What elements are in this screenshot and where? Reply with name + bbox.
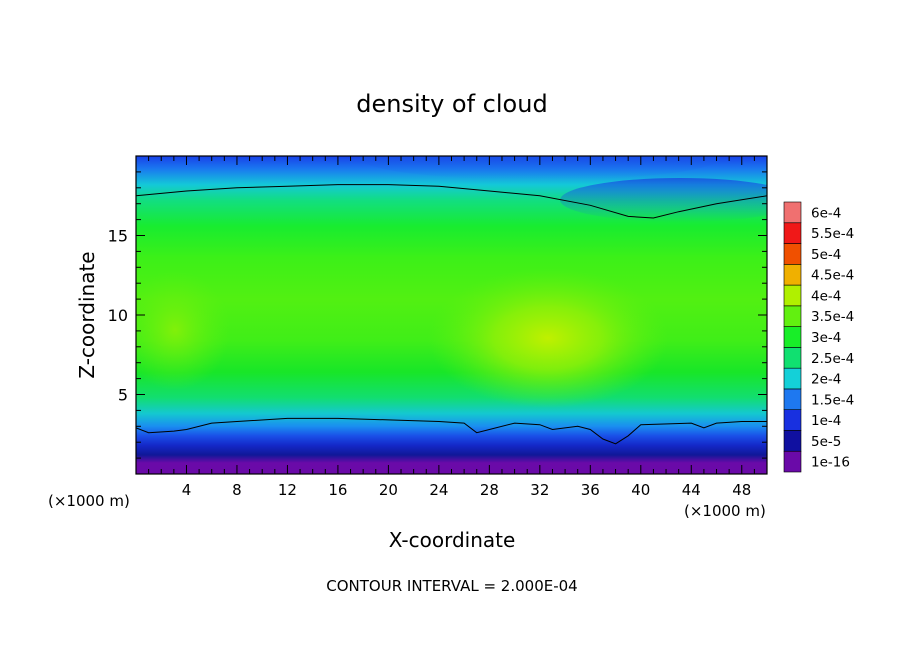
colorbar-label: 4e-4 [811,288,841,304]
colorbar: 1e-16 5e-5 1e-4 1.5e-4 2e-4 2.5e-4 3e-4 3.5e-4 4… [783,201,854,473]
contour-lines [136,184,767,445]
colorbar-swatch [783,409,802,431]
heatmap-secondary-region [136,270,230,390]
colorbar-swatch [783,430,802,452]
x-tick-label: 48 [732,481,751,499]
x-tick-label: 24 [429,481,448,499]
contour-line-1 [136,417,767,445]
x-tick-label: 20 [379,481,398,499]
x-tick-label: 4 [182,481,192,499]
chart-title: density of cloud [356,90,547,118]
colorbar-label: 5e-5 [811,434,841,450]
colorbar-swatch [783,284,802,307]
y-tick-label: 5 [118,386,128,405]
colorbar-label: 5e-4 [811,247,841,263]
contour-interval-note: CONTOUR INTERVAL = 2.000E-04 [326,577,577,595]
heatmap-peak-region [428,268,668,408]
y-tick-label: 10 [108,306,128,325]
x-tick-label: 16 [328,481,347,499]
colorbar-label: 2.5e-4 [811,351,854,367]
colorbar-label: 1e-16 [811,455,850,471]
colorbar-swatch [783,222,802,244]
heatmap-top-dip [360,156,720,180]
colorbar-swatch [783,367,802,390]
x-tick-label: 36 [581,481,600,499]
colorbar-label: 2e-4 [811,372,841,388]
colorbar-swatch [783,201,802,224]
x-tick-label: 12 [278,481,297,499]
colorbar-label: 3.5e-4 [811,309,854,325]
colorbar-label: 1e-4 [811,413,841,429]
colorbar-swatch [783,243,802,265]
plot-area [136,156,767,474]
y-tick-label: 15 [108,227,128,246]
colorbar-label: 6e-4 [811,205,841,221]
x-tick-label: 40 [631,481,650,499]
colorbar-label: 3e-4 [811,330,841,346]
colorbar-swatch [783,326,802,348]
colorbar-label: 4.5e-4 [811,268,854,284]
colorbar-swatch [783,347,802,369]
x-axis-label: X-coordinate [389,528,516,552]
contour-line-0 [136,184,767,219]
x-tick-label: 8 [232,481,242,499]
x-tick-label: 28 [480,481,499,499]
x-unit-label-left: (×1000 m) [48,492,130,510]
heatmap-right-dip [560,178,767,222]
colorbar-label: 5.5e-4 [811,226,854,242]
colorbar-swatch [783,388,802,410]
colorbar-label: 1.5e-4 [811,392,854,408]
x-unit-label-right: (×1000 m) [684,502,766,520]
colorbar-swatch [783,305,802,327]
x-tick-label: 44 [682,481,701,499]
x-tick-label: 32 [530,481,549,499]
y-axis-label: Z-coordinate [75,251,99,378]
colorbar-swatch [783,264,802,286]
colorbar-swatch [783,450,802,473]
